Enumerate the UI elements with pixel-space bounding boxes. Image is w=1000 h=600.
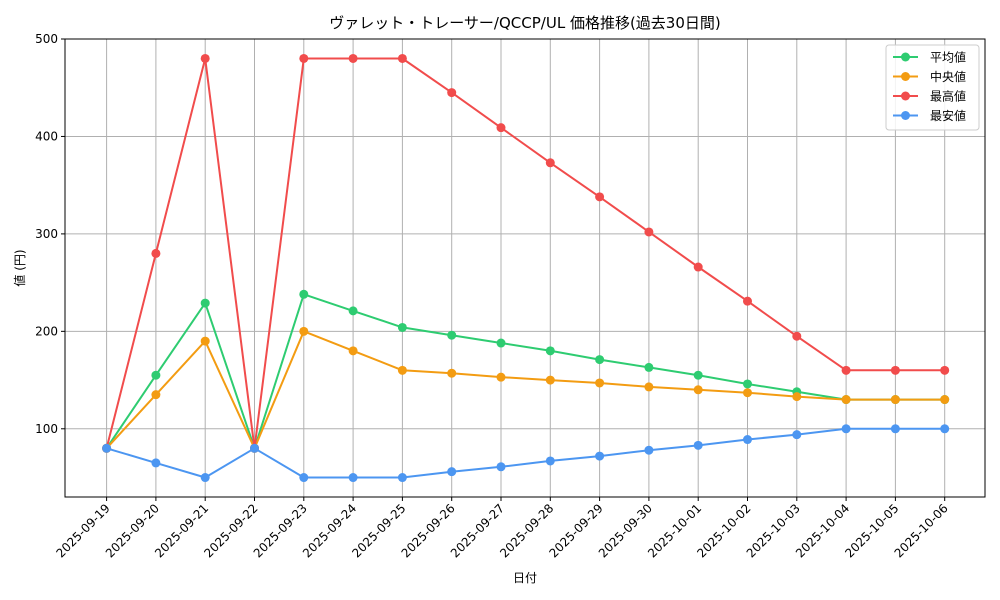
data-point [397, 365, 407, 375]
data-point [743, 296, 752, 306]
data-point [299, 53, 309, 63]
data-point [545, 375, 555, 385]
series-1 [102, 326, 950, 453]
data-point [890, 365, 900, 375]
data-point [693, 385, 703, 395]
series-line [105, 427, 946, 479]
data-point [348, 306, 358, 316]
data-point [792, 331, 802, 341]
series-0 [102, 289, 950, 453]
legend-label: 中央値 [930, 69, 966, 84]
data-point [743, 388, 752, 398]
data-point [496, 123, 506, 133]
legend-marker [901, 52, 910, 62]
data-point [545, 456, 555, 466]
chart-title: ヴァレット・トレーサー/QCCP/UL 価格推移(過去30日間) [329, 14, 721, 32]
data-point [841, 395, 851, 405]
data-point [693, 262, 703, 272]
data-point [447, 368, 457, 378]
data-point [200, 473, 210, 483]
legend-marker [901, 91, 910, 101]
y-axis-label: 値 (円) [12, 249, 27, 286]
data-point [595, 378, 605, 388]
legend-box [885, 44, 980, 131]
data-point [348, 53, 358, 63]
y-tick-label: 400 [35, 129, 58, 143]
series-line [105, 57, 946, 450]
data-point [447, 88, 457, 98]
legend-marker [901, 111, 910, 120]
data-point [693, 370, 703, 380]
y-tick-label: 200 [35, 324, 58, 338]
data-point [595, 451, 605, 461]
data-point [151, 370, 161, 380]
grid-lines [65, 38, 985, 497]
data-point [595, 192, 605, 202]
data-point [348, 346, 358, 356]
data-point [644, 362, 654, 372]
data-point [743, 379, 752, 389]
data-point [250, 443, 259, 453]
series-line [105, 330, 946, 450]
data-point [890, 395, 900, 405]
data-point [545, 158, 555, 168]
data-point [890, 424, 900, 434]
legend-label: 最高値 [930, 89, 966, 104]
series-3 [102, 424, 950, 483]
legend-label: 最安値 [930, 108, 966, 123]
data-point [447, 467, 457, 477]
data-point [841, 365, 851, 375]
data-point [644, 227, 654, 237]
data-point [644, 445, 654, 455]
data-point [496, 372, 506, 382]
data-point [397, 53, 407, 63]
data-point [792, 430, 802, 440]
data-point [151, 458, 161, 468]
legend-marker [901, 72, 910, 81]
data-point [200, 336, 210, 346]
data-point [348, 473, 358, 483]
legend-label: 平均値 [930, 50, 966, 65]
data-point [792, 392, 802, 402]
data-point [496, 462, 506, 472]
data-point [151, 390, 161, 400]
y-tick-label: 300 [35, 227, 58, 241]
data-point [397, 473, 407, 483]
x-axis-label: 日付 [513, 571, 537, 585]
data-point [447, 330, 457, 340]
data-point [299, 326, 309, 336]
y-tick-label: 500 [35, 32, 58, 46]
y-tick-label: 100 [35, 422, 58, 436]
data-point [151, 248, 161, 258]
series-lines [102, 53, 950, 483]
data-point [940, 395, 950, 405]
data-point [102, 443, 112, 453]
data-point [299, 289, 309, 299]
data-point [397, 322, 407, 332]
data-point [743, 435, 752, 445]
data-point [841, 424, 851, 434]
data-point [545, 346, 555, 356]
data-point [644, 382, 654, 392]
data-point [200, 53, 210, 63]
data-point [940, 365, 950, 375]
data-point [595, 355, 605, 365]
data-point [496, 338, 506, 348]
data-point [940, 424, 950, 434]
series-line [105, 293, 946, 450]
data-point [299, 473, 309, 483]
plot-frame [64, 38, 986, 498]
data-point [200, 298, 210, 308]
data-point [693, 440, 703, 450]
